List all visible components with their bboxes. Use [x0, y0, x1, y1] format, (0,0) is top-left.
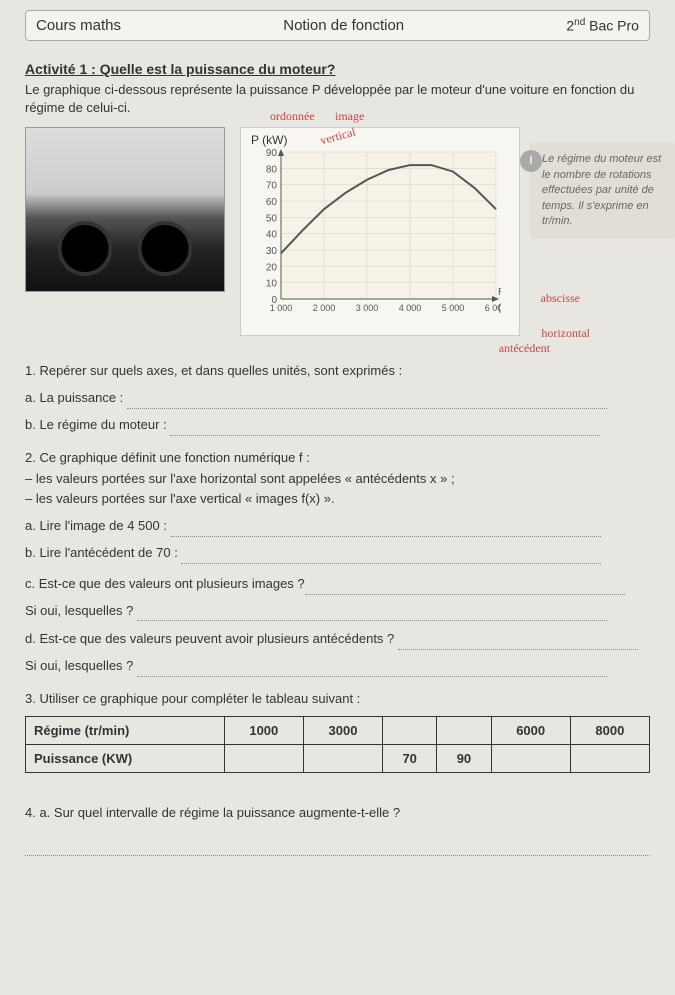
answer-line — [25, 842, 650, 856]
q2-intro: 2. Ce graphique définit une fonction num… — [25, 448, 650, 510]
q3: 3. Utiliser ce graphique pour compléter … — [25, 689, 650, 710]
info-icon: ! — [520, 150, 542, 172]
svg-text:80: 80 — [266, 165, 278, 176]
svg-text:60: 60 — [266, 197, 278, 208]
svg-text:50: 50 — [266, 214, 278, 225]
info-note-text: Le régime du moteur est le nombre de rot… — [542, 153, 661, 227]
info-note: ! Le régime du moteur est le nombre de r… — [530, 142, 675, 239]
table-row: Régime (tr/min) 1000 3000 6000 8000 — [26, 716, 650, 744]
chart-svg: 01020304050607080901 0002 0003 0004 0005… — [251, 147, 501, 327]
q2c2-label: Si oui, lesquelles ? — [25, 603, 133, 618]
table-cell — [224, 744, 303, 772]
q2d-label: d. Est-ce que des valeurs peuvent avoir … — [25, 631, 394, 646]
table-cell — [491, 744, 570, 772]
gauge-right — [138, 221, 193, 276]
table-cell: 6000 — [491, 716, 570, 744]
annot-antecedent: antécédent — [499, 341, 550, 356]
svg-text:90: 90 — [266, 148, 278, 159]
svg-text:70: 70 — [266, 181, 278, 192]
annot-abscisse: abscisse — [541, 291, 580, 306]
q2a: a. Lire l'image de 4 500 : — [25, 516, 650, 537]
svg-text:20: 20 — [266, 263, 278, 274]
header-right: 2nd Bac Pro — [566, 17, 639, 34]
svg-text:4 000: 4 000 — [399, 303, 422, 313]
table-cell: 70 — [383, 744, 437, 772]
annot-image: image — [335, 109, 364, 124]
header-right-prefix: 2 — [566, 18, 574, 34]
q1a: a. La puissance : — [25, 388, 650, 409]
header-right-sup: nd — [574, 17, 585, 28]
q2-line1: – les valeurs portées sur l'axe horizont… — [25, 469, 650, 490]
q1-intro: 1. Repérer sur quels axes, et dans quell… — [25, 361, 650, 382]
table-cell: 3000 — [303, 716, 382, 744]
q2c: c. Est-ce que des valeurs ont plusieurs … — [25, 574, 650, 595]
chart-ylabel: P (kW) — [251, 133, 514, 147]
q2c2: Si oui, lesquelles ? — [25, 601, 650, 622]
annot-ordonnee: ordonnée — [270, 109, 315, 124]
svg-text:3 000: 3 000 — [356, 303, 379, 313]
q2c-label: c. Est-ce que des valeurs ont plusieurs … — [25, 576, 305, 591]
q4a: 4. a. Sur quel intervalle de régime la p… — [25, 803, 650, 824]
q1a-label: a. La puissance : — [25, 390, 123, 405]
q2d: d. Est-ce que des valeurs peuvent avoir … — [25, 629, 650, 650]
svg-text:5 000: 5 000 — [442, 303, 465, 313]
table-cell — [570, 744, 649, 772]
row1-label: Régime (tr/min) — [26, 716, 225, 744]
svg-text:Régime du moteur: Régime du moteur — [498, 287, 501, 298]
table-cell — [303, 744, 382, 772]
q2-line2: – les valeurs portées sur l'axe vertical… — [25, 489, 650, 510]
header-left: Cours maths — [36, 17, 121, 34]
svg-text:40: 40 — [266, 230, 278, 241]
annot-horizontal: horizontal — [541, 326, 590, 341]
table-row: Puissance (KW) 70 90 — [26, 744, 650, 772]
q2-intro-text: 2. Ce graphique définit une fonction num… — [25, 448, 650, 469]
svg-text:1 000: 1 000 — [270, 303, 293, 313]
table-cell: 8000 — [570, 716, 649, 744]
q1b-label: b. Le régime du moteur : — [25, 417, 167, 432]
data-table: Régime (tr/min) 1000 3000 6000 8000 Puis… — [25, 716, 650, 773]
q2b: b. Lire l'antécédent de 70 : — [25, 543, 650, 564]
table-cell: 1000 — [224, 716, 303, 744]
power-chart: P (kW) 01020304050607080901 0002 0003 00… — [240, 127, 520, 336]
chart-wrap: ordonnée image vertical P (kW) 010203040… — [240, 127, 520, 336]
page-header: Cours maths Notion de fonction 2nd Bac P… — [25, 10, 650, 41]
svg-text:30: 30 — [266, 246, 278, 257]
q1b: b. Le régime du moteur : — [25, 415, 650, 436]
dashboard-gauges — [58, 221, 193, 276]
table-cell: 90 — [437, 744, 491, 772]
q2d2-label: Si oui, lesquelles ? — [25, 658, 133, 673]
svg-text:2 000: 2 000 — [313, 303, 336, 313]
gauge-left — [58, 221, 113, 276]
table-cell — [437, 716, 491, 744]
table-cell — [383, 716, 437, 744]
header-right-suffix: Bac Pro — [585, 18, 639, 34]
dashboard-photo — [25, 127, 225, 292]
figure-row: ordonnée image vertical P (kW) 010203040… — [25, 127, 650, 336]
q2a-label: a. Lire l'image de 4 500 : — [25, 518, 167, 533]
svg-text:10: 10 — [266, 279, 278, 290]
svg-text:(tr/min): (tr/min) — [498, 303, 501, 314]
q2d2: Si oui, lesquelles ? — [25, 656, 650, 677]
activity-title: Activité 1 : Quelle est la puissance du … — [25, 61, 650, 77]
header-center: Notion de fonction — [283, 17, 404, 34]
q2b-label: b. Lire l'antécédent de 70 : — [25, 545, 178, 560]
row2-label: Puissance (KW) — [26, 744, 225, 772]
